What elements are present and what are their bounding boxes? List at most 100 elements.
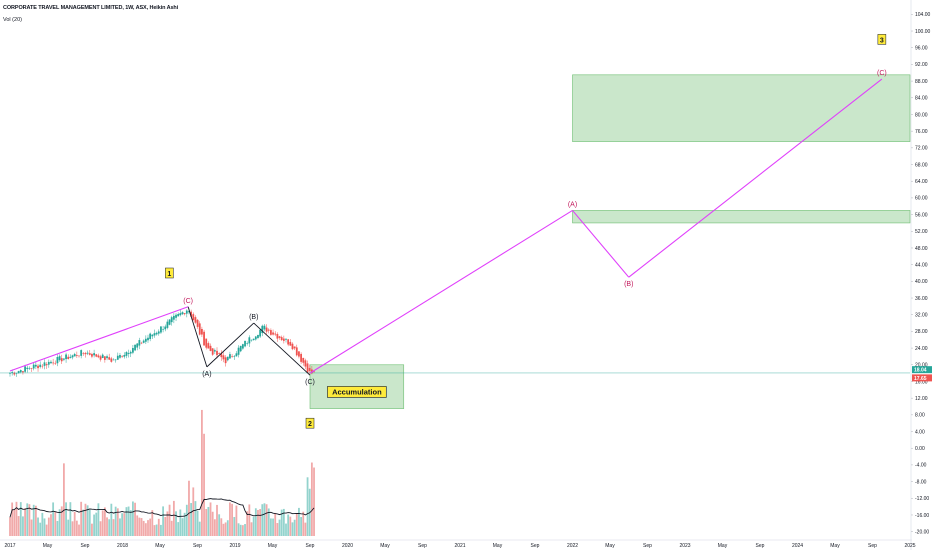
volume-bar (237, 523, 240, 536)
price-label-box (912, 374, 932, 382)
x-tick-label: Sep (643, 543, 652, 549)
volume-bar (45, 524, 48, 536)
volume-bar (295, 513, 298, 536)
volume-bar (108, 519, 111, 536)
y-tick-label: 84.00 (915, 96, 928, 102)
y-tick-label: 96.00 (915, 46, 928, 52)
volume-bar (257, 509, 259, 536)
volume-bar (149, 518, 152, 536)
volume-bar (235, 505, 238, 536)
price-candle (82, 352, 85, 354)
price-candle (155, 332, 158, 335)
price-candle (226, 356, 229, 361)
price-candle (302, 357, 305, 363)
volume-indicator-label[interactable]: Vol (20) (3, 17, 22, 23)
volume-bar (147, 520, 149, 536)
volume-bar (246, 511, 249, 536)
wave-trendline (187, 306, 208, 368)
price-candle (95, 354, 98, 357)
price-candle (108, 357, 111, 360)
volume-bar (259, 509, 262, 536)
price-candle (112, 359, 115, 361)
volume-bar (82, 509, 85, 536)
price-candle (198, 323, 201, 335)
volume-bar (198, 521, 201, 536)
wave-trendline (628, 78, 883, 278)
price-candle (116, 355, 119, 360)
volume-bar (211, 511, 214, 536)
price-candle (134, 344, 136, 351)
volume-bar (153, 525, 156, 536)
labels-layer: (C) (A) (B) (C) (A) (B) (C) 1 2 3 (165, 34, 887, 429)
volume-bar (218, 514, 221, 536)
price-candle (222, 355, 225, 360)
volume-bar (93, 514, 95, 536)
volume-bar (88, 509, 91, 536)
volume-bar (244, 524, 246, 536)
price-candle (84, 353, 87, 355)
price-candle (106, 356, 108, 359)
volume-bar (63, 463, 65, 536)
volume-bar (95, 512, 98, 536)
volume-bar (132, 501, 134, 536)
wave-trendline (206, 322, 255, 368)
price-candle (241, 344, 244, 349)
price-candle (270, 330, 272, 335)
volume-bar (263, 503, 266, 536)
volume-bar (289, 516, 292, 536)
price-candle (267, 329, 270, 331)
price-candle (196, 319, 199, 327)
price-candle (300, 353, 302, 362)
volume-bar (91, 523, 93, 536)
price-candle (306, 363, 309, 373)
volume-bar (282, 508, 285, 536)
volume-bar (205, 509, 208, 536)
volume-bar (123, 513, 126, 536)
symbol-title: CORPORATE TRAVEL MANAGEMENT LIMITED, 1W,… (3, 5, 179, 11)
wave-label: (A) (202, 371, 211, 378)
chart-header: CORPORATE TRAVEL MANAGEMENT LIMITED, 1W,… (3, 3, 178, 25)
y-tick-label: 56.00 (915, 212, 928, 218)
volume-bar (47, 517, 50, 536)
volume-bar (222, 523, 225, 536)
y-tick-label: 4.00 (915, 429, 925, 435)
volume-bar (261, 504, 264, 536)
volume-bar (71, 521, 74, 536)
price-candle (259, 329, 262, 337)
price-candle (129, 351, 132, 354)
price-candle (295, 347, 298, 356)
price-candle (201, 328, 203, 335)
volume-bar (140, 518, 143, 536)
volume-bar (73, 511, 76, 536)
zone-label-box (327, 386, 387, 398)
price-candle (261, 325, 264, 334)
volume-bar (56, 520, 59, 536)
price-candle (291, 343, 294, 350)
volume-bar (190, 503, 193, 536)
price-candle (119, 355, 121, 358)
wave-label: (C) (183, 298, 193, 305)
price-candle (65, 354, 67, 360)
price-candle (313, 371, 315, 373)
x-tick-label: Sep (756, 543, 765, 549)
volume-bar (155, 524, 158, 536)
volume-bar (65, 502, 67, 536)
volume-bar (241, 525, 244, 536)
volume-bar (293, 519, 296, 536)
y-tick-label: -20.00 (915, 529, 929, 535)
x-tick-label: 2017 (4, 543, 15, 549)
volume-bar (144, 523, 147, 536)
volume-bar (270, 518, 272, 536)
price-candle (298, 351, 300, 357)
volume-bar (310, 462, 313, 536)
volume-bar (298, 507, 300, 536)
volume-bar (67, 519, 70, 536)
price-candle (177, 313, 180, 317)
price-candle (103, 356, 106, 360)
price-candle (257, 335, 259, 338)
volume-bar (203, 433, 205, 536)
wave-trendline (572, 210, 630, 278)
volume-bar (196, 510, 199, 536)
volume-bar (276, 523, 279, 536)
